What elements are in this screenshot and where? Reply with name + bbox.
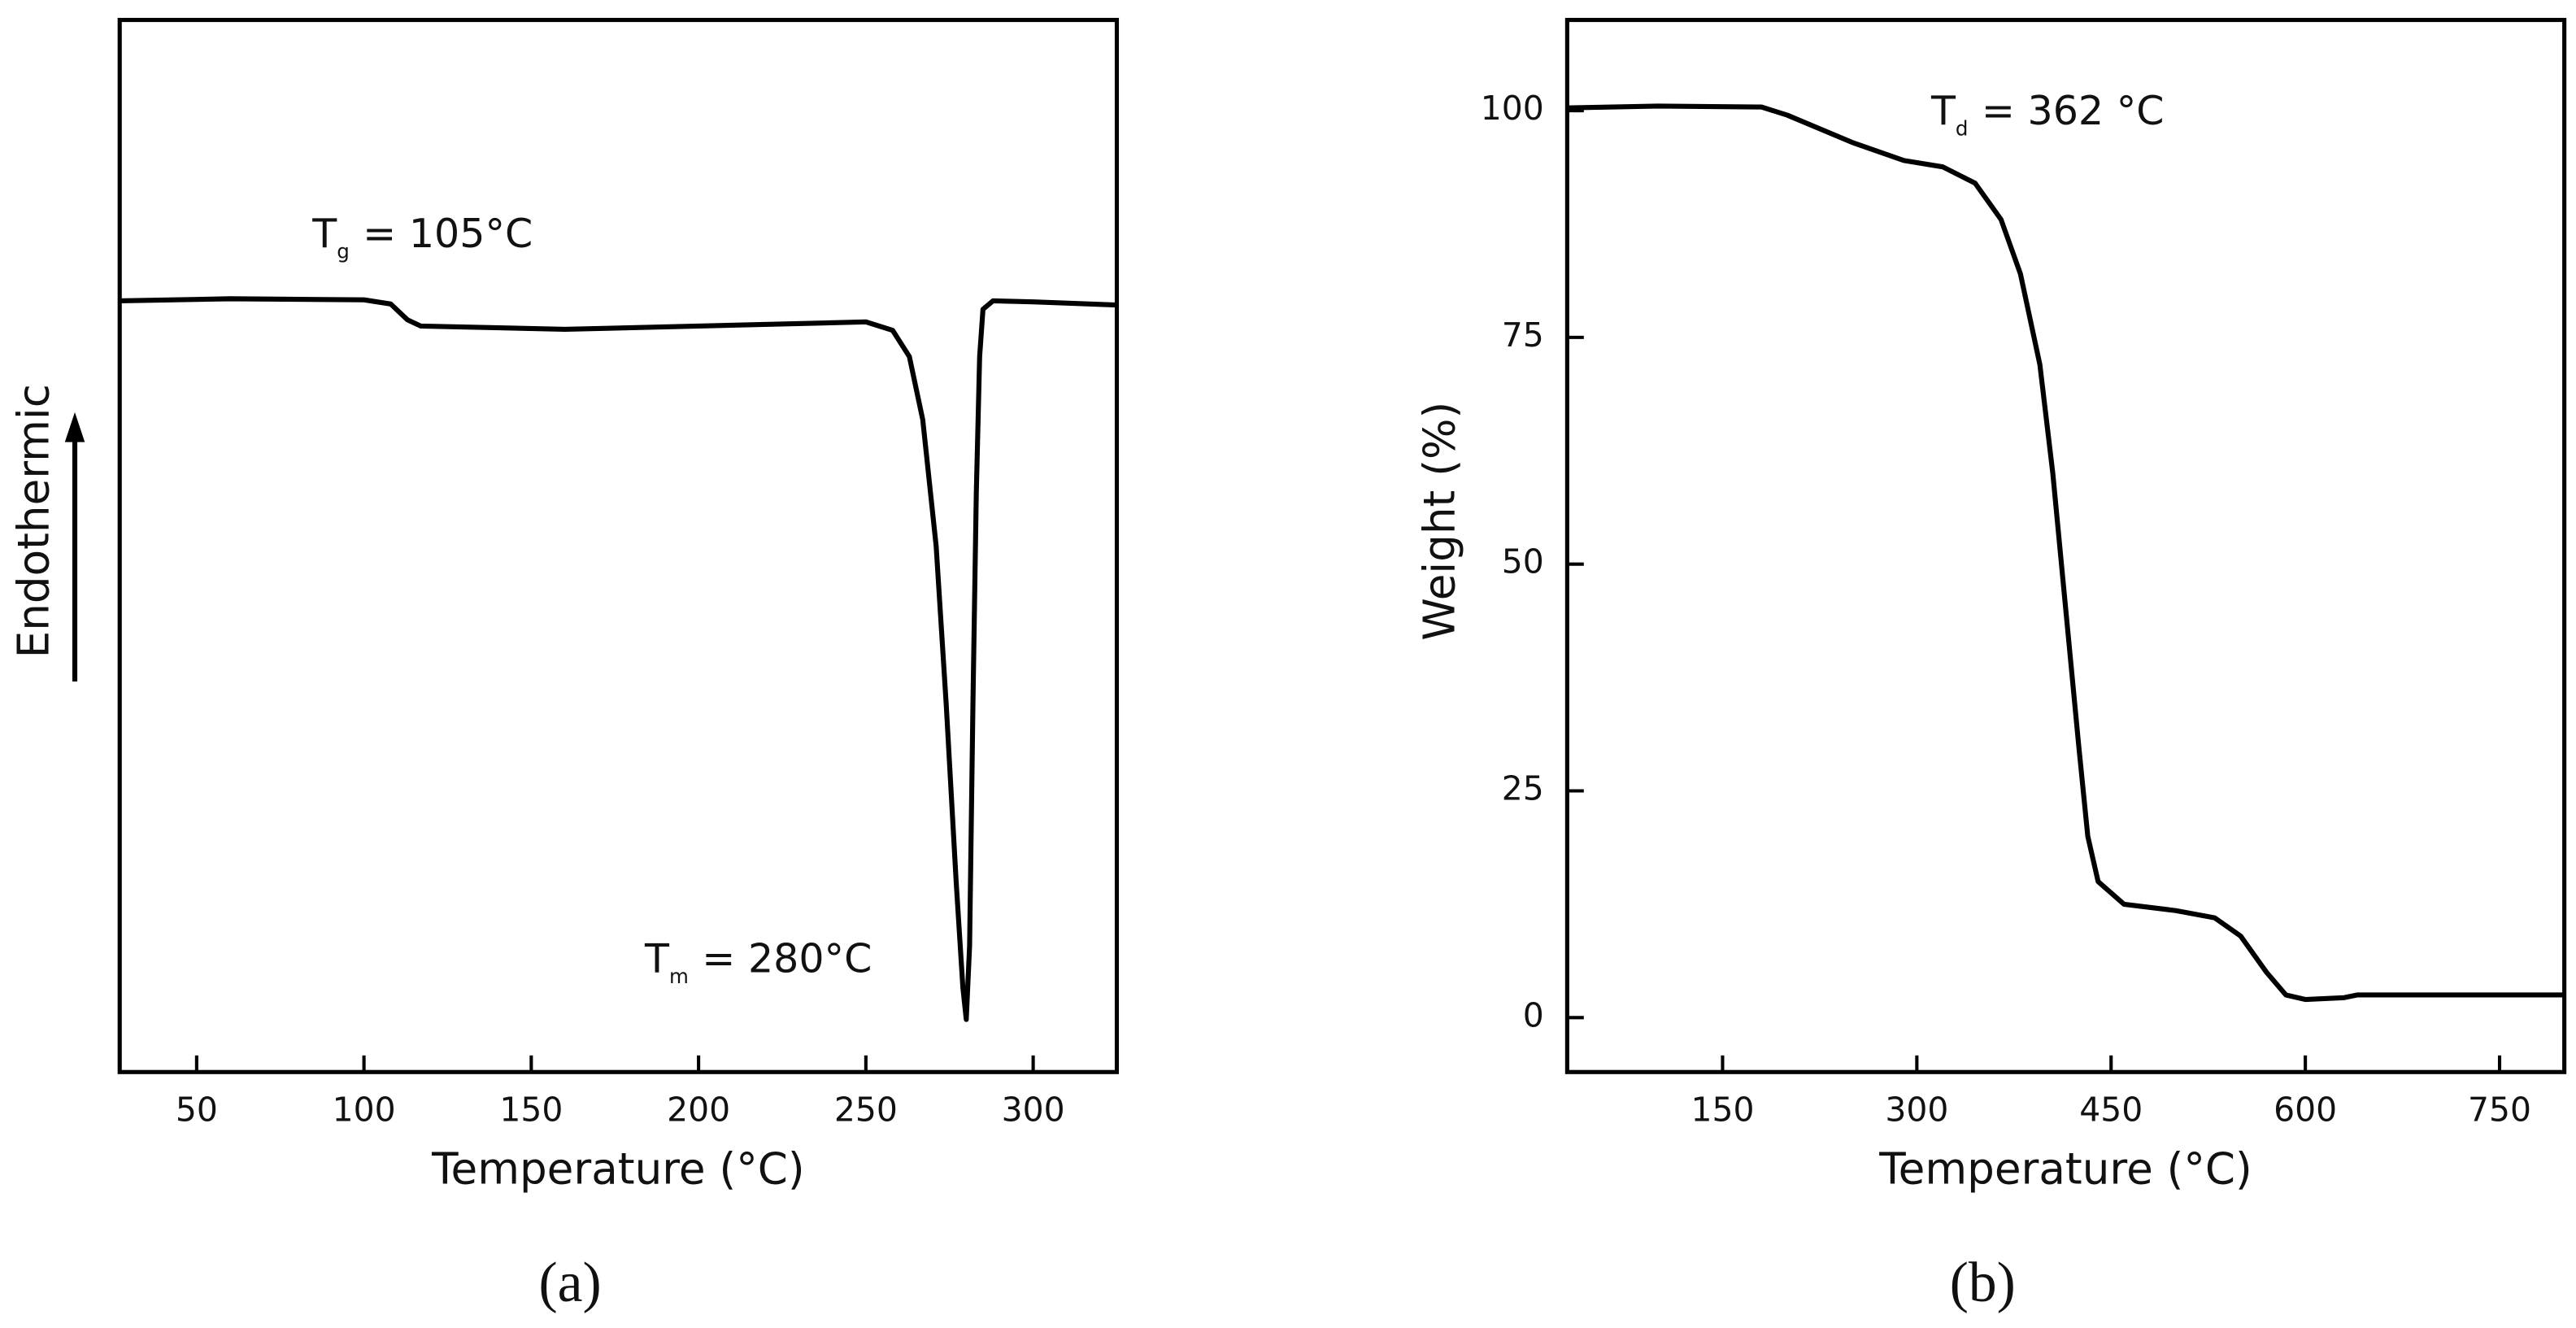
annotation-subscript: d: [1956, 116, 1969, 140]
annotation: Tg = 105°C: [311, 210, 533, 263]
panel-label: (b): [1950, 1252, 2016, 1314]
annotation-subscript: m: [669, 964, 689, 988]
y-axis-label: Weight (%): [1415, 402, 1465, 641]
annotation-text: = 362 °C: [1982, 86, 2165, 133]
annotation-symbol: T: [311, 210, 337, 257]
annotation-text: = 280°C: [702, 934, 872, 982]
annotation-symbol: T: [1930, 86, 1956, 133]
plot-frame: [117, 17, 1120, 1074]
y-tick-label: 50: [1502, 542, 1544, 581]
x-tick-label: 150: [1690, 1090, 1754, 1129]
x-tick-label: 50: [176, 1090, 218, 1129]
data-line: [120, 296, 1117, 1022]
annotation-subscript: g: [337, 240, 350, 263]
x-tick-label: 600: [2274, 1090, 2337, 1129]
x-tick-label: 100: [333, 1090, 396, 1129]
panel-label: (a): [539, 1252, 602, 1314]
x-tick-label: 300: [1002, 1090, 1065, 1129]
y-tick-label: 75: [1502, 316, 1544, 355]
x-tick-label: 300: [1885, 1090, 1948, 1129]
x-axis-label: Temperature (°C): [431, 1144, 805, 1195]
y-tick-label: 0: [1523, 995, 1544, 1034]
annotation-symbol: T: [644, 934, 670, 982]
annotation-text: = 105°C: [363, 210, 533, 257]
arrow-head: [64, 411, 85, 442]
x-axis-label: Temperature (°C): [1878, 1144, 2252, 1195]
x-tick-label: 450: [2079, 1090, 2143, 1129]
annotation: Tm = 280°C: [644, 934, 872, 988]
x-tick-label: 750: [2468, 1090, 2531, 1129]
annotation: Td = 362 °C: [1930, 86, 2165, 140]
data-line: [1567, 103, 2565, 1003]
x-tick-label: 200: [667, 1090, 730, 1129]
y-axis-label: Endothermic: [9, 384, 59, 658]
y-tick-label: 100: [1481, 89, 1544, 128]
x-tick-label: 150: [499, 1090, 563, 1129]
plot-frame: [1564, 17, 2567, 1074]
y-tick-label: 25: [1502, 769, 1544, 808]
x-tick-label: 250: [834, 1090, 898, 1129]
